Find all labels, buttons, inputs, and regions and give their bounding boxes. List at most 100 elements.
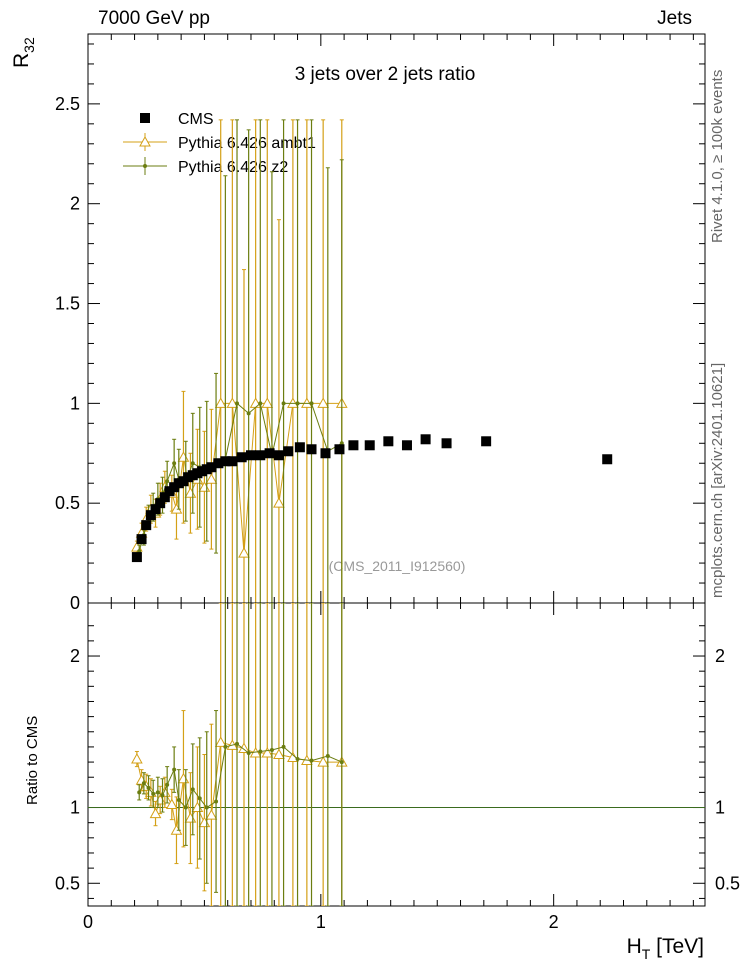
ambt1-ratio-point — [184, 812, 197, 823]
energy-label: 7000 GeV pp — [98, 8, 210, 29]
z2-ratio-series — [137, 603, 344, 906]
y-axis-label-main: R — [10, 53, 33, 68]
ambt1-point — [273, 497, 285, 508]
cms-point — [602, 454, 613, 465]
z2-ratio-point — [281, 744, 286, 749]
cms-point — [220, 456, 231, 467]
ambt1-point — [238, 547, 250, 558]
x-axis-label-main: H — [627, 935, 642, 958]
ratio-y-tick-label-right: 0.5 — [715, 873, 740, 893]
ambt1-point — [184, 487, 197, 498]
ambt1-ratio-point — [165, 798, 178, 809]
cms-point — [150, 504, 161, 515]
z2-point — [190, 461, 195, 466]
y-tick-label: 1 — [70, 393, 80, 413]
legend-ambt1-marker — [139, 135, 151, 147]
ambt1-ratio-point — [131, 753, 143, 764]
z2-ratio-point — [246, 750, 251, 755]
y-tick-label: 1.5 — [55, 294, 80, 314]
cms-point — [334, 444, 345, 455]
ambt1-point — [226, 397, 239, 408]
cms-point — [131, 552, 142, 563]
z2-ratio-point — [165, 782, 170, 787]
z2-ratio-point — [339, 760, 344, 765]
cms-point — [401, 440, 412, 451]
ratio-y-tick-label: 2 — [70, 646, 80, 666]
x-tick-label: 2 — [549, 912, 559, 932]
z2-point — [281, 401, 286, 406]
z2-point — [246, 411, 251, 416]
z2-ratio-point — [176, 797, 181, 802]
z2-ratio-point — [269, 747, 274, 752]
z2-ratio-point — [141, 781, 146, 786]
cms-point — [159, 492, 170, 503]
ambt1-ratio-point — [177, 772, 190, 784]
x-axis-label-sub: T — [642, 946, 651, 962]
z2-ratio-point — [151, 791, 156, 796]
ambt1-ratio-point — [273, 748, 285, 759]
x-axis-label: HT [TeV] — [627, 935, 704, 962]
z2-point — [295, 401, 300, 406]
z2-ratio-point — [155, 790, 160, 795]
process-label: Jets — [657, 8, 692, 29]
ambt1-ratio-series — [131, 603, 348, 906]
ambt1-ratio-point — [214, 736, 227, 747]
ambt1-point — [214, 397, 227, 408]
x-tick-label: 0 — [83, 912, 93, 932]
rivet-version-label: Rivet 4.1.0, ≥ 100k events — [709, 69, 726, 243]
z2-ratio-point — [146, 785, 151, 790]
y-tick-label: 2 — [70, 194, 80, 214]
z2-ratio-point — [204, 805, 209, 810]
ratio-y-axis-label: Ratio to CMS — [24, 716, 41, 805]
ambt1-ratio-point — [149, 807, 162, 819]
legend-cms-marker — [140, 113, 150, 123]
z2-ratio-point — [295, 757, 300, 762]
z2-ratio-point — [258, 749, 263, 754]
cms-point — [320, 448, 331, 459]
cms-point — [273, 450, 284, 461]
legend-cms-label: CMS — [178, 111, 214, 128]
cms-point — [383, 436, 394, 447]
cms-point — [294, 442, 305, 453]
z2-ratio-point — [160, 793, 165, 798]
z2-ratio-point — [223, 744, 228, 749]
ambt1-point — [261, 397, 274, 408]
ambt1-ratio-point — [205, 809, 218, 820]
z2-point — [258, 401, 263, 406]
legend-ambt1-label: Pythia 6.426 ambt1 — [178, 135, 316, 152]
ratio-y-tick-label: 0.5 — [55, 873, 80, 893]
cms-point — [206, 462, 217, 473]
ambt1-ratio-point — [317, 756, 330, 767]
analysis-watermark: (CMS_2011_I912560) — [329, 558, 466, 574]
z2-ratio-point — [190, 787, 195, 792]
z2-ratio-point — [309, 758, 314, 763]
cms-point — [364, 440, 375, 451]
z2-ratio-point — [214, 799, 219, 804]
y-tick-label: 0 — [70, 593, 80, 613]
z2-ratio-point — [197, 796, 202, 801]
ambt1-point — [205, 473, 218, 484]
y-axis-label: R32 — [10, 37, 37, 68]
cms-point — [213, 458, 224, 469]
ambt1-point — [317, 397, 330, 408]
x-tick-label: 1 — [316, 912, 326, 932]
cms-point — [306, 444, 317, 455]
ratio-y-tick-label-right: 2 — [715, 646, 725, 666]
cms-point — [264, 448, 275, 459]
cms-point — [348, 440, 359, 451]
z2-ratio-point — [172, 767, 177, 772]
cms-point — [441, 438, 452, 449]
cms-point — [245, 450, 256, 461]
z2-main-series — [137, 119, 344, 603]
ambt1-ratio-point — [261, 746, 274, 758]
ratio-y-tick-label-right: 1 — [715, 798, 725, 818]
cms-point — [236, 452, 247, 463]
cms-point — [481, 436, 492, 447]
z2-point — [309, 401, 314, 406]
y-tick-label: 2.5 — [55, 94, 80, 114]
cms-series — [131, 434, 613, 563]
cms-point — [227, 456, 238, 467]
y-tick-label: 0.5 — [55, 493, 80, 513]
